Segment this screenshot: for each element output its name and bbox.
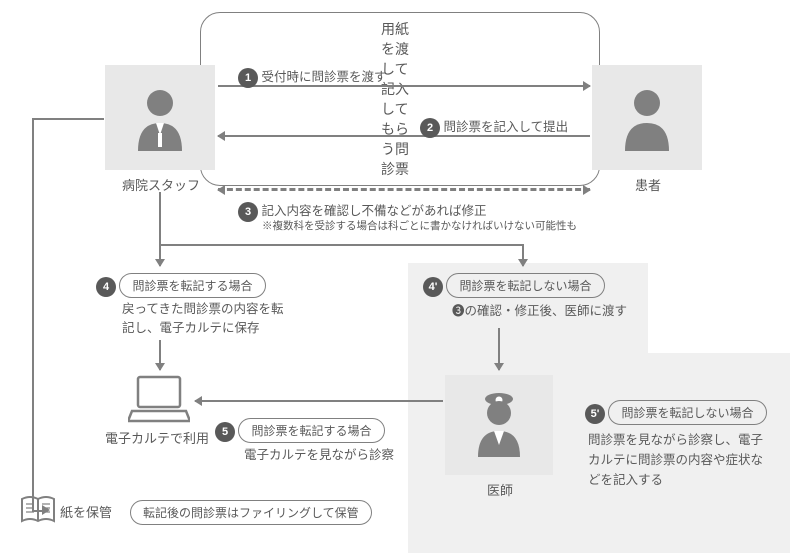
step5p-tag: 問診票を転記しない場合 xyxy=(608,400,766,425)
step5p: 5' 問診票を転記しない場合 xyxy=(585,400,767,425)
line-paper-v xyxy=(32,118,34,510)
label-ekarte: 電子カルテで利用 xyxy=(105,428,209,447)
label-paper: 紙を保管 xyxy=(60,502,112,521)
line-staff-down xyxy=(159,192,161,244)
patient-icon xyxy=(617,83,677,153)
step5p-text: 問診票を見ながら診察し、電子カルテに問診票の内容や症状などを記入する xyxy=(588,430,768,490)
arrow-4-down xyxy=(159,340,161,370)
step2: 2 問診票を記入して提出 xyxy=(420,116,568,138)
book-icon xyxy=(20,495,56,528)
arrow-3 xyxy=(218,188,590,191)
step1: 1 受付時に問診票を渡す xyxy=(238,66,387,88)
step3-text: 記入内容を確認し不備などがあれば修正 xyxy=(261,204,486,218)
step3-note: ※複数科を受診する場合は科ごとに書かなければいけない可能性も xyxy=(262,218,577,233)
step4: 4 問診票を転記する場合 xyxy=(96,273,266,298)
step4p-tag: 問診票を転記しない場合 xyxy=(446,273,604,298)
step5-tag: 問診票を転記する場合 xyxy=(238,418,384,443)
step4-text: 戻ってきた問診票の内容を転記し、電子カルテに保存 xyxy=(122,300,292,338)
actor-patient xyxy=(592,65,702,170)
label-patient: 患者 xyxy=(635,175,661,194)
actor-staff xyxy=(105,65,215,170)
step5-text: 電子カルテを見ながら診察 xyxy=(244,444,394,463)
paper-note: 転記後の問診票はファイリングして保管 xyxy=(130,500,372,525)
arrow-to-4p xyxy=(522,246,524,266)
label-staff: 病院スタッフ xyxy=(122,175,200,194)
doctor-icon xyxy=(470,391,528,459)
line-paper-top xyxy=(32,118,104,120)
actor-doctor xyxy=(445,375,553,475)
step2-text: 問診票を記入して提出 xyxy=(443,120,568,134)
line-split xyxy=(159,244,524,246)
label-doctor: 医師 xyxy=(487,480,513,499)
staff-icon xyxy=(130,83,190,153)
step1-text: 受付時に問診票を渡す xyxy=(261,70,386,84)
title-pill: 用紙を渡して記入してもらう問診票 xyxy=(200,12,600,186)
arrow-4p-down xyxy=(498,328,500,370)
arrow-5 xyxy=(195,400,443,402)
step4p-text: ❸の確認・修正後、医師に渡す xyxy=(452,300,627,319)
step4-tag: 問診票を転記する場合 xyxy=(119,273,265,298)
laptop-icon xyxy=(128,375,190,426)
step4p: 4' 問診票を転記しない場合 xyxy=(423,273,605,298)
step5: 5 問診票を転記する場合 xyxy=(215,418,385,443)
arrow-to-4 xyxy=(159,246,161,266)
